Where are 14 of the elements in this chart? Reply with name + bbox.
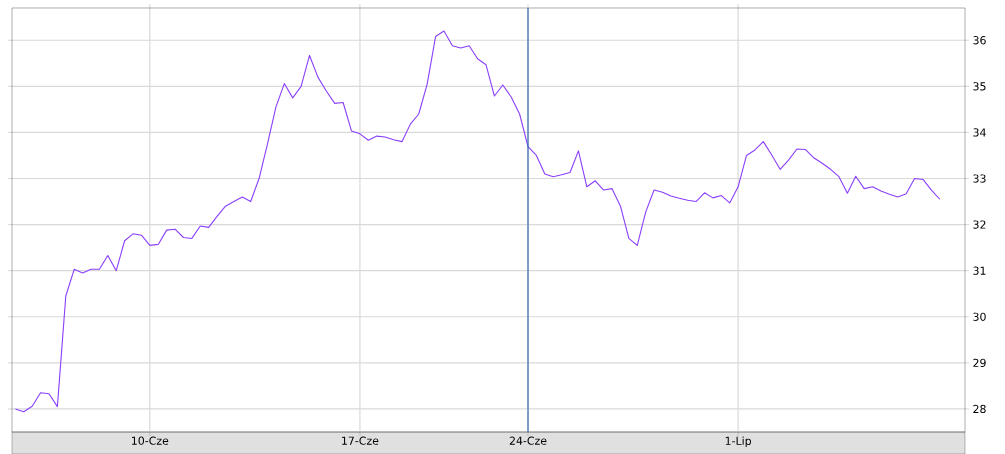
y-tick-label: 33: [973, 174, 986, 183]
x-tick-label: 17-Cze: [342, 436, 379, 445]
y-tick-label: 34: [973, 128, 986, 137]
y-tick-label: 29: [973, 358, 986, 367]
y-tick-label: 35: [973, 82, 986, 91]
line-series: [14, 30, 941, 413]
y-tick-label: 36: [973, 36, 986, 45]
y-tick-label: 32: [973, 220, 986, 229]
y-tick-label: 28: [973, 404, 986, 413]
y-tick-label: 31: [973, 266, 986, 275]
x-tick-label: 1-Lip: [725, 436, 752, 448]
y-tick-label: 30: [973, 312, 986, 321]
x-tick-label: 24-Cze: [509, 436, 547, 445]
x-tick-label: 10-Cze: [132, 436, 169, 445]
